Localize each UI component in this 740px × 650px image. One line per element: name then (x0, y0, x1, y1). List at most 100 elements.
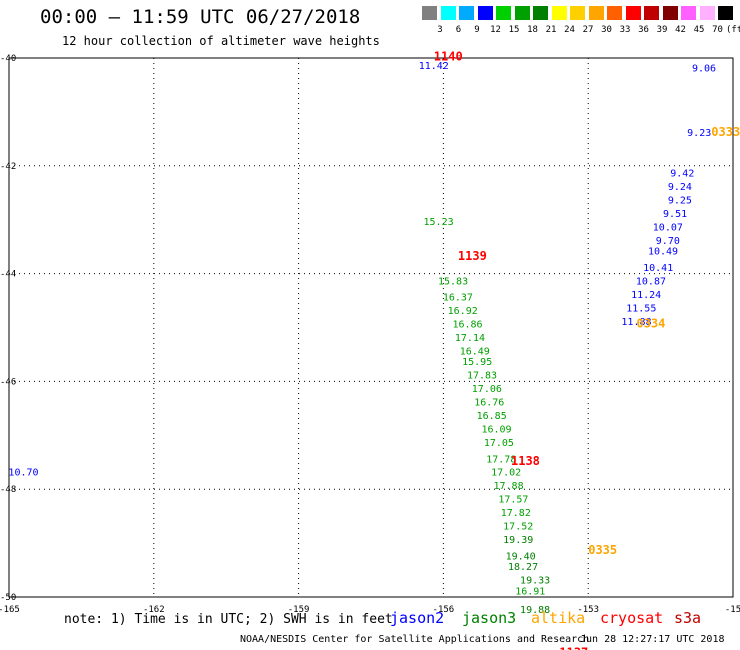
scale-swatch (699, 6, 715, 20)
x-tick-label: -162 (143, 605, 165, 615)
scale-label: 36 (638, 25, 649, 35)
data-point-label: 17.02 (491, 468, 521, 479)
data-point-label: 15.95 (462, 357, 492, 368)
scale-swatch (496, 6, 511, 20)
scale-swatch (422, 6, 437, 20)
data-point-label: 17.57 (498, 495, 528, 506)
scale-swatch (551, 6, 567, 20)
data-point-label: 0335 (588, 543, 617, 557)
data-point-label: 10.87 (636, 276, 666, 287)
data-point-label: 16.92 (448, 306, 478, 317)
y-tick-label: -44 (0, 270, 16, 280)
scale-swatch (459, 6, 474, 20)
data-point-label: 11.24 (631, 290, 661, 301)
chart-subtitle: 12 hour collection of altimeter wave hei… (62, 34, 380, 48)
data-point-label: 11.55 (626, 303, 656, 314)
data-point-label: 9.70 (656, 236, 680, 247)
footer-note: note: 1) Time is in UTC; 2) SWH is in fe… (64, 612, 393, 627)
scale-label: 42 (675, 25, 686, 35)
x-tick-label: -156 (433, 605, 455, 615)
scale-swatch (625, 6, 641, 20)
scale-label: 70 (712, 25, 723, 35)
scale-label: 3 (437, 25, 443, 35)
y-tick-label: -46 (0, 377, 16, 387)
scale-label: 33 (619, 25, 631, 35)
scale-label: 21 (545, 25, 557, 35)
data-point-label: 17.52 (503, 522, 533, 533)
scale-swatch (588, 6, 604, 20)
scale-swatch (644, 6, 659, 20)
data-point-label: 0333 (711, 125, 740, 139)
data-point-label: 16.37 (443, 293, 473, 304)
data-point-label: 0334 (636, 317, 665, 331)
data-point-label: 17.78 (486, 454, 516, 465)
data-point-label: 17.06 (472, 384, 502, 395)
data-point-label: 9.25 (668, 196, 692, 207)
data-point-label: 16.86 (452, 320, 482, 331)
chart-title: 00:00 — 11:59 UTC 06/27/2018 (40, 6, 361, 28)
data-point-label: 1137 (559, 645, 588, 650)
scale-label: 18 (527, 25, 538, 35)
y-tick-label: -40 (0, 54, 16, 64)
data-point-label: 1140 (434, 50, 463, 64)
scale-label: 9 (474, 25, 480, 35)
data-point-label: 15.23 (424, 217, 454, 228)
data-point-label: 17.82 (501, 508, 531, 519)
y-tick-label: -48 (0, 485, 16, 495)
data-point-label: 9.24 (668, 182, 692, 193)
data-point-label: 9.42 (670, 169, 694, 180)
x-tick-label: -153 (577, 605, 599, 615)
data-point-label: 10.70 (8, 468, 38, 479)
scale-label: 30 (601, 25, 612, 35)
data-point-label: 11.88 (621, 317, 651, 328)
mission-legend-cryosat: cryosat (600, 609, 664, 627)
data-point-label: 17.88 (494, 481, 524, 492)
y-tick-label: -50 (0, 593, 16, 603)
scale-label: 27 (582, 25, 594, 35)
data-point-label: 16.85 (477, 411, 507, 422)
scale-swatch (570, 6, 585, 20)
mission-legend-jason3: jason3 (462, 609, 517, 627)
scale-label: 6 (455, 25, 462, 35)
data-point-label: 16.09 (481, 425, 511, 436)
data-point-label: 1139 (458, 249, 487, 263)
scale-label: 24 (564, 25, 575, 35)
data-point-label: 18.27 (508, 562, 538, 573)
data-point-label: 16.91 (515, 586, 545, 597)
scale-swatch (477, 6, 493, 20)
data-point-label: 10.49 (648, 247, 678, 258)
data-point-label: 9.51 (663, 209, 687, 220)
scale-label: 45 (693, 25, 705, 35)
data-point-label: 9.06 (692, 63, 716, 74)
data-point-label: 16.49 (460, 346, 490, 357)
scale-swatch (607, 6, 622, 20)
data-point-label: 9.23 (687, 128, 711, 139)
data-point-label: 10.07 (653, 222, 683, 233)
y-tick-label: -42 (0, 162, 16, 172)
data-point-label: 1138 (511, 454, 540, 468)
data-point-label: 17.14 (455, 333, 485, 344)
data-point-label: 19.33 (520, 576, 550, 587)
scale-swatch (440, 6, 456, 20)
scale-swatch (662, 6, 678, 20)
x-tick-label: -159 (288, 605, 310, 615)
scale-label: 15 (508, 25, 520, 35)
scale-label: (ft) (726, 25, 740, 35)
mission-legend-jason2: jason2 (390, 609, 445, 627)
timestamp: Jun 28 12:27:17 UTC 2018 (580, 634, 725, 645)
data-point-label: 19.40 (506, 551, 536, 562)
data-point-label: 16.76 (474, 398, 504, 409)
plot-frame (8, 57, 734, 598)
data-point-label: 19.88 (520, 605, 550, 616)
data-point-label: 19.39 (503, 535, 533, 546)
x-tick-label: -165 (0, 605, 20, 615)
scale-swatch (533, 6, 548, 20)
x-tick-label: -15 (725, 605, 740, 615)
data-point-label: 15.83 (438, 276, 468, 287)
scale-label: 12 (490, 25, 501, 35)
data-point-label: 10.41 (643, 263, 673, 274)
data-point-label: 17.05 (484, 438, 514, 449)
scale-swatch (514, 6, 530, 20)
scale-label: 39 (656, 25, 668, 35)
